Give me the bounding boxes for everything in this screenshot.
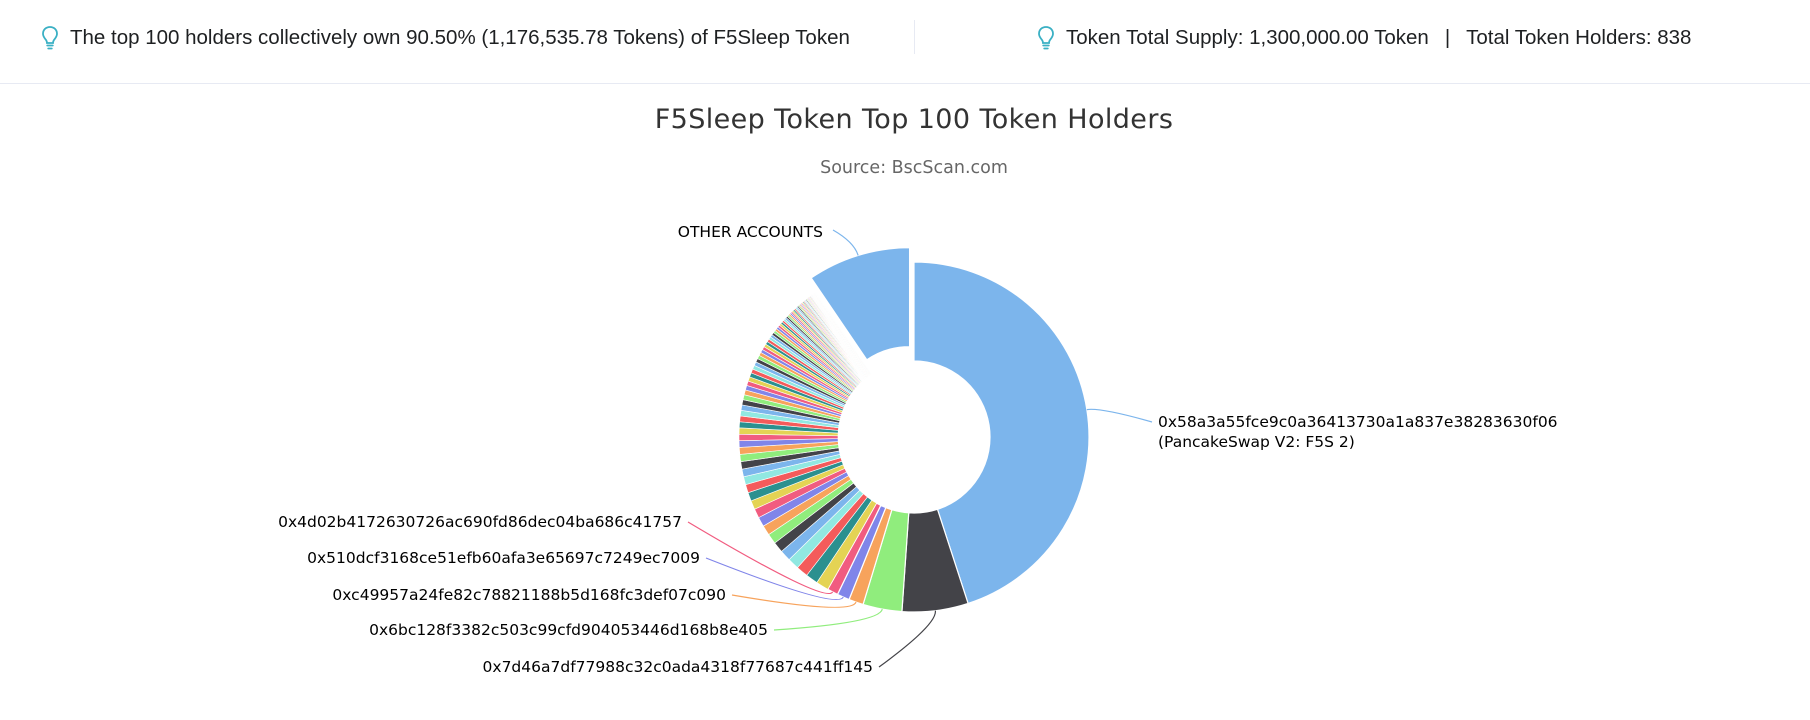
top-holders-text: The top 100 holders collectively own 90.… [70,26,850,49]
pie-slice-other-accounts[interactable] [810,247,911,361]
data-label-name: (PancakeSwap V2: F5S 2) [1158,433,1355,451]
data-label-holder-1: 0x58a3a55fce9c0a36413730a1a837e38283630f… [1158,413,1558,451]
chart-title: F5Sleep Token Top 100 Token Holders [655,104,1174,135]
data-labels: 0x58a3a55fce9c0a36413730a1a837e38283630f… [278,223,1557,676]
pie-slice-holder-1[interactable] [913,261,1090,605]
lightbulb-icon [1038,26,1054,50]
data-label-holder-6: 0x4d02b4172630726ac690fd86dec04ba686c417… [278,513,682,531]
pie-slices [738,247,1090,613]
data-label-address: 0x4d02b4172630726ac690fd86dec04ba686c417… [278,513,682,531]
data-label-address: 0xc49957a24fe82c78821188b5d168fc3def07c0… [332,586,726,604]
data-label-holder-4: 0xc49957a24fe82c78821188b5d168fc3def07c0… [332,586,726,604]
data-label-connectors [687,229,1153,668]
total-supply-text: Token Total Supply: 1,300,000.00 Token [1066,26,1429,49]
data-label-connector [878,610,936,668]
data-label-holder-3: 0x6bc128f3382c503c99cfd904053446d168b8e4… [369,621,768,639]
data-label-connector [1086,408,1153,423]
data-label-other-accounts: OTHER ACCOUNTS [678,223,823,241]
supply-summary: Token Total Supply: 1,300,000.00 Token |… [1036,21,1691,55]
chart-subtitle: Source: BscScan.com [820,158,1008,178]
data-label-connector [687,521,834,595]
data-label-address: 0x510dcf3168ce51efb60afa3e65697c7249ec70… [307,549,700,567]
holders-chart: F5Sleep Token Top 100 Token Holders Sour… [0,84,1810,720]
data-label-connector [773,608,883,631]
data-label-connector [832,229,859,256]
data-label-connector [705,557,844,601]
top-holders-summary: The top 100 holders collectively own 90.… [40,21,850,55]
summary-bar: The top 100 holders collectively own 90.… [0,0,1810,84]
total-holders-text: Total Token Holders: 838 [1466,26,1692,49]
pie-slice-small-holder[interactable] [814,291,872,375]
data-label-holder-2: 0x7d46a7df77988c32c0ada4318f77687c441ff1… [483,658,873,676]
data-label-address: 0x58a3a55fce9c0a36413730a1a837e38283630f… [1158,413,1558,431]
summary-divider [914,20,915,54]
data-label-holder-5: 0x510dcf3168ce51efb60afa3e65697c7249ec70… [307,549,700,567]
donut-chart: F5Sleep Token Top 100 Token Holders Sour… [278,104,1557,676]
data-label-address: 0x7d46a7df77988c32c0ada4318f77687c441ff1… [483,658,873,676]
lightbulb-icon [42,26,58,50]
separator: | [1444,26,1451,49]
data-label-connector [731,594,857,608]
data-label-address: 0x6bc128f3382c503c99cfd904053446d168b8e4… [369,621,768,639]
